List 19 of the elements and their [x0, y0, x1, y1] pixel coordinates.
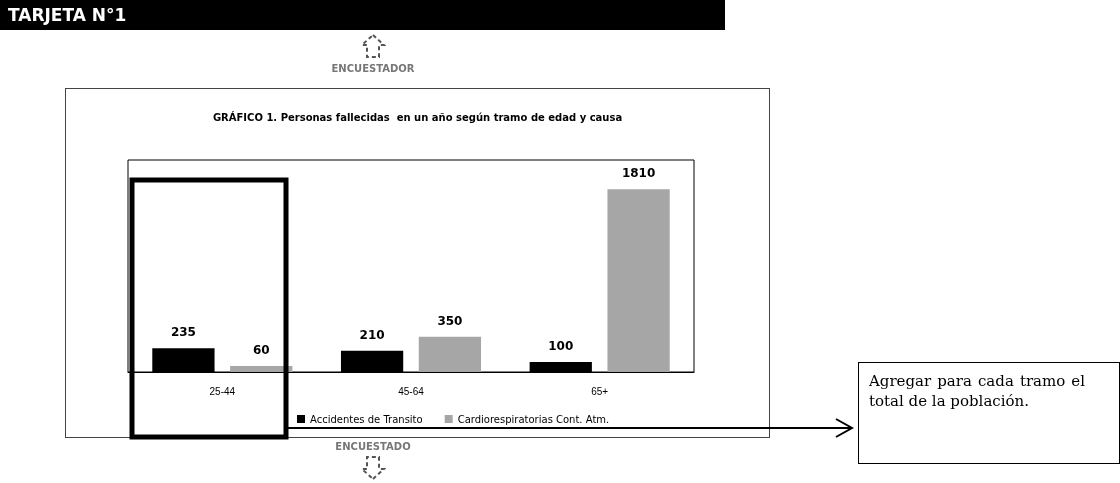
bar: [607, 189, 670, 372]
legend-label: Accidentes de Transito: [310, 413, 423, 425]
data-label: 1810: [621, 166, 656, 181]
bar: [230, 365, 293, 372]
text: Agregar para cada tramo el total de la población.: [858, 362, 1120, 464]
data-label: 235: [170, 325, 196, 340]
text: TARJETA N°1: [0, 0, 725, 30]
x-tick-label: 65+: [591, 385, 609, 397]
data-label: 100: [548, 338, 574, 353]
data-label: 210: [359, 327, 385, 342]
data-label: 350: [437, 313, 463, 328]
data-label: 60: [252, 342, 270, 357]
legend-label: Cardiorespiratorias Cont. Atm.: [457, 413, 610, 425]
text: ENCUESTADO: [334, 441, 412, 452]
x-tick-label: 45-64: [398, 385, 425, 397]
x-tick-label: 25-44: [209, 385, 236, 397]
chart-title: GRÁFICO 1. Personas fallecidas en un año según tramo de edad y causa: [212, 110, 623, 123]
text: ENCUESTADOR: [330, 63, 416, 74]
bar: [418, 336, 482, 372]
